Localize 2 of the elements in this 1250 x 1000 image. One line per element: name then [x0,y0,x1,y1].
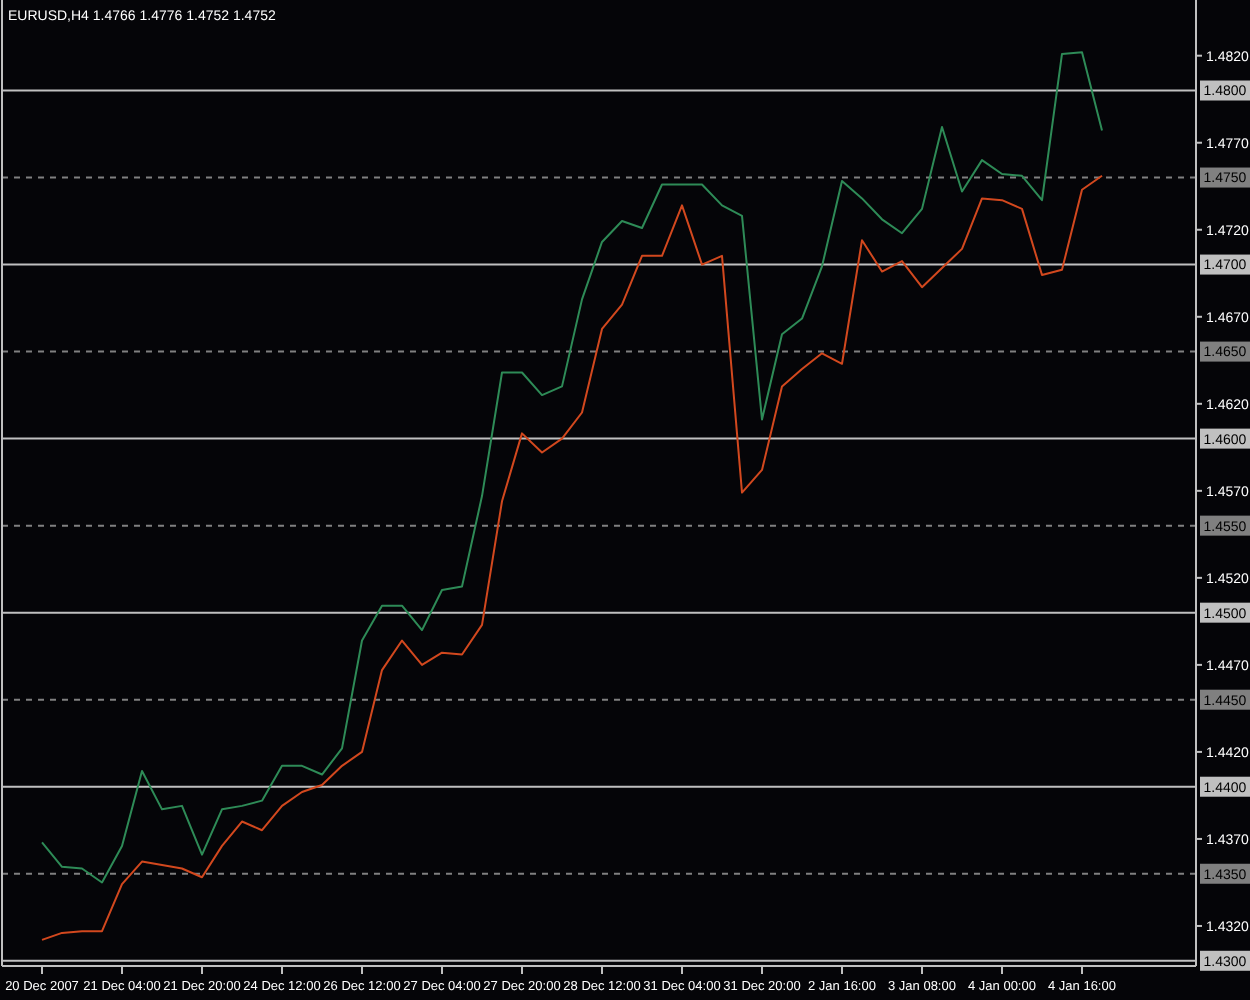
line-series [41,174,1103,941]
line-series [41,51,1103,884]
